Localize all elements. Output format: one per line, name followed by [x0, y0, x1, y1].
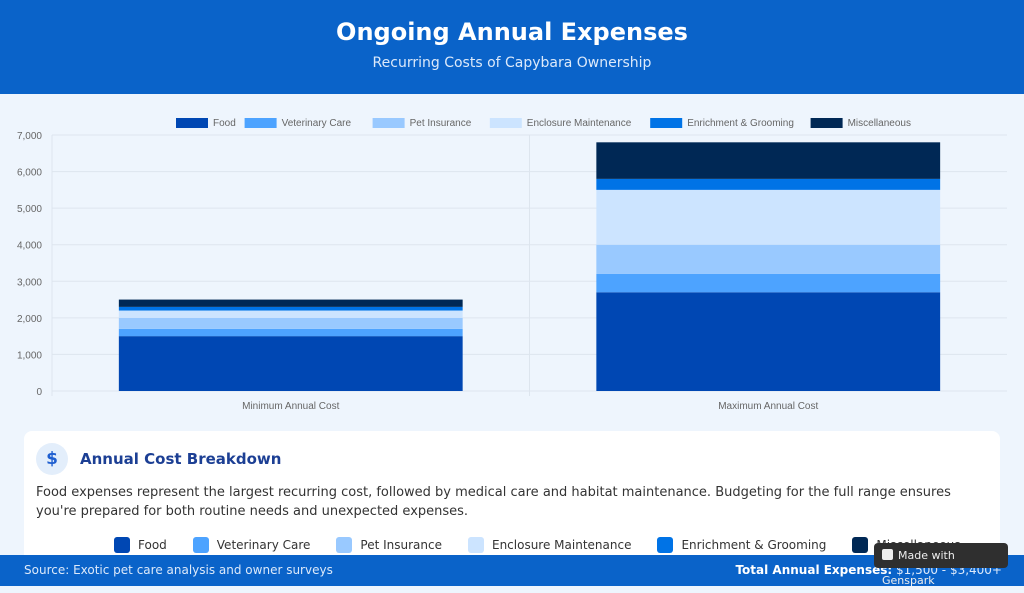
source-text: Source: Exotic pet care analysis and own…: [24, 563, 333, 577]
bar-segment: [118, 336, 463, 391]
legend-swatch: [650, 118, 683, 128]
footer: Source: Exotic pet care analysis and own…: [0, 555, 1024, 586]
legend-item: Enclosure Maintenance: [467, 537, 632, 553]
x-tick-label: Maximum Annual Cost: [718, 401, 818, 412]
legend-swatch: [489, 118, 522, 128]
y-tick-label: 6,000: [17, 168, 42, 179]
bar-segment: [596, 189, 941, 245]
bar-segment: [118, 306, 463, 311]
bottom-legend: Food Veterinary Care Pet Insurance Enclosur…: [114, 537, 961, 553]
page-subtitle: Recurring Costs of Capybara Ownership: [372, 55, 652, 71]
y-tick-label: 3,000: [17, 277, 42, 288]
legend-swatch: [657, 537, 674, 553]
card-text: Food expenses represent the largest recu…: [36, 485, 951, 519]
legend-swatch: [810, 118, 843, 128]
legend-label: Veterinary Care: [216, 538, 311, 552]
legend-label: Enclosure Maintenance: [527, 118, 632, 129]
legend-item: Pet Insurance: [336, 537, 442, 553]
legend-label: Pet Insurance: [360, 538, 442, 552]
bar-segment: [596, 142, 941, 179]
y-tick-label: 4,000: [17, 241, 42, 252]
bar-segment: [118, 299, 463, 307]
legend-label: Enclosure Maintenance: [491, 538, 632, 552]
badge-label: Made with Genspark: [882, 549, 955, 587]
bar-segment: [118, 328, 463, 337]
bar-segment: [596, 273, 941, 293]
legend-label: Miscellaneous: [848, 118, 911, 129]
total-label: Total Annual Expenses:: [735, 563, 893, 577]
bar-segment: [596, 178, 941, 190]
legend-swatch: [467, 537, 484, 553]
legend-label: Enrichment & Grooming: [687, 118, 794, 129]
y-tick-label: 7,000: [17, 131, 42, 142]
x-tick-label: Minimum Annual Cost: [242, 401, 339, 412]
legend-swatch: [852, 537, 869, 553]
header: Ongoing Annual Expenses Recurring Costs …: [0, 0, 1024, 94]
legend-swatch: [192, 537, 209, 553]
card-title: Annual Cost Breakdown: [80, 450, 282, 468]
y-tick-label: 2,000: [17, 314, 42, 325]
legend-swatch: [372, 118, 405, 128]
bar-segment: [596, 292, 941, 391]
legend-label: Veterinary Care: [282, 118, 352, 129]
breakdown-card: $ Annual Cost Breakdown Food expenses re…: [24, 431, 1000, 571]
legend-item: Enrichment & Grooming: [657, 537, 826, 553]
legend-swatch: [336, 537, 353, 553]
legend-swatch: [114, 537, 130, 553]
legend-item: Food: [114, 537, 167, 553]
y-tick-label: 0: [36, 387, 42, 398]
bar-segment: [118, 317, 463, 329]
genspark-badge[interactable]: Made with Genspark: [874, 543, 1008, 587]
bar-segment: [118, 310, 463, 318]
legend-item: Veterinary Care: [192, 537, 311, 553]
y-tick-label: 5,000: [17, 204, 42, 215]
legend-label: Food: [138, 538, 167, 552]
legend-swatch: [244, 118, 277, 128]
dollar-icon: $: [36, 443, 68, 475]
legend-label: Pet Insurance: [410, 118, 472, 129]
genspark-icon: [882, 549, 893, 560]
legend-label: Food: [213, 118, 236, 129]
legend-label: Enrichment & Grooming: [681, 538, 827, 552]
legend-swatch: [176, 118, 208, 128]
bar-segment: [596, 244, 941, 274]
stacked-bar-chart: 0 1,000 2,000 3,000 4,000 5,000 6,000 7,000 Mini…: [17, 118, 1007, 412]
page-title: Ongoing Annual Expenses: [336, 18, 688, 46]
y-tick-label: 1,000: [17, 350, 42, 361]
